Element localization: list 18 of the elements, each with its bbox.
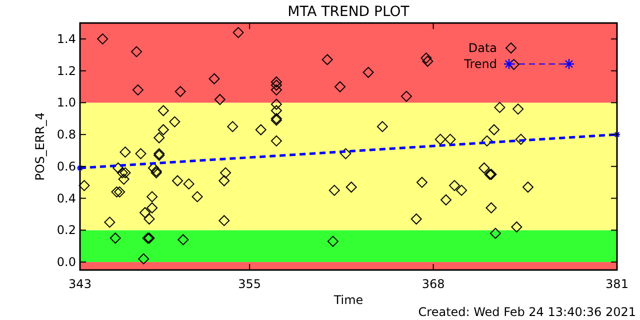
- x-tick-label: 355: [238, 277, 262, 291]
- y-tick-label: 1.2: [56, 64, 76, 78]
- text: Created: Wed Feb 24 13:40:36 2021: [418, 305, 636, 319]
- legend-label: Trend: [463, 57, 497, 71]
- x-tick-label: 381: [606, 277, 628, 291]
- y-tick-label: 0.2: [56, 223, 76, 238]
- y-tick-label: 0.8: [56, 128, 76, 142]
- y-axis-title: POS_ERR_4: [33, 112, 47, 181]
- y-tick-label: 0.4: [56, 191, 76, 206]
- y-tick-label: 1.4: [56, 32, 76, 46]
- x-axis-title: Time: [332, 293, 364, 307]
- y-tick-label: 0.6: [56, 159, 76, 174]
- legend-label: Data: [468, 41, 497, 55]
- x-tick-label: 368: [422, 277, 445, 291]
- y-tick-label: 0.0: [56, 255, 76, 270]
- y-tick-label: 1.0: [56, 96, 76, 110]
- x-tick-label: 343: [68, 277, 92, 291]
- chart-title: MTA TREND PLOT: [288, 4, 410, 20]
